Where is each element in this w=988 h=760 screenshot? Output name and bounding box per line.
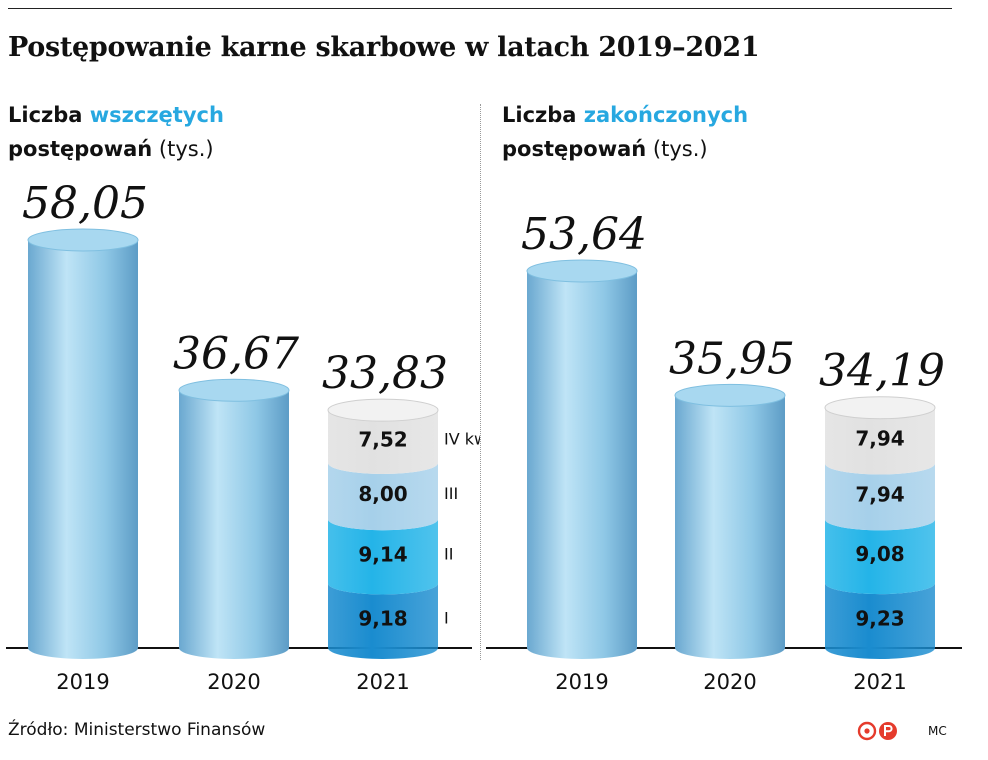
stack-value-label: 9,23	[855, 607, 904, 631]
right-subtitle-pre: Liczba	[502, 103, 584, 127]
category-label-2020: 2020	[703, 670, 756, 694]
quarter-label: IV kw.	[444, 430, 480, 449]
source-note: Źródło: Ministerstwo Finansów	[8, 720, 266, 740]
value-label-2020: 35,95	[669, 333, 795, 384]
quarter-label: III	[444, 484, 458, 503]
value-label-2021: 33,83	[322, 348, 448, 399]
quarter-label: II	[444, 544, 453, 563]
bar-2020	[179, 390, 289, 659]
category-label-2020: 2020	[207, 670, 260, 694]
stack-segment-3	[328, 463, 438, 531]
right-subtitle-line2: postępowań	[502, 137, 647, 161]
right-chart: 53,64 2019 35,95 2020 9,23 9,08 7,94 7,94 34,19 2…	[486, 209, 962, 694]
chart-divider	[480, 104, 481, 660]
left-subtitle-pre: Liczba	[8, 103, 90, 127]
stack-value-label: 7,94	[855, 482, 904, 506]
stack-segment-1	[825, 583, 935, 659]
left-subtitle-highlight: wszczętych	[89, 103, 224, 127]
quarter-label: I	[444, 609, 449, 628]
bar-top-2020	[178, 378, 290, 402]
category-label-2019: 2019	[56, 670, 109, 694]
right-chart-subtitle: Liczba zakończonych postępowań (tys.)	[502, 98, 748, 166]
bar-top-2019	[27, 228, 139, 252]
stack-value-label: 9,18	[358, 607, 407, 631]
left-subtitle-unit: (tys.)	[158, 137, 214, 161]
bar-top-2020	[674, 383, 786, 407]
top-rule	[8, 8, 952, 9]
bar-top-2021	[327, 398, 439, 422]
bar-2019	[527, 270, 637, 659]
value-label-2019: 53,64	[521, 209, 647, 260]
category-label-2021: 2021	[356, 670, 409, 694]
bar-2019	[28, 240, 138, 659]
stack-value-label: 9,14	[358, 542, 407, 566]
stack-value-label: 7,94	[855, 427, 904, 451]
left-subtitle-line2: postępowań	[8, 137, 153, 161]
category-label-2021: 2021	[853, 670, 906, 694]
right-subtitle-unit: (tys.)	[652, 137, 708, 161]
value-label-2020: 36,67	[173, 328, 299, 379]
stack-segment-2	[328, 519, 438, 595]
stack-segment-4	[328, 410, 438, 475]
value-label-2019: 58,05	[22, 178, 148, 229]
category-label-2019: 2019	[555, 670, 608, 694]
value-label-2021: 34,19	[819, 346, 945, 397]
left-chart: 58,05 2019 36,67 2020 9,18 I 9,14 II 8,00 III 7,52…	[6, 178, 480, 694]
left-chart-subtitle: Liczba wszczętych postępowań (tys.)	[8, 98, 224, 166]
author-credit: MC	[928, 724, 947, 738]
stack-segment-4	[825, 407, 935, 475]
stack-value-label: 9,08	[855, 542, 904, 566]
bar-2020	[675, 395, 785, 659]
stack-segment-1	[328, 583, 438, 659]
stack-segment-2	[825, 519, 935, 595]
stack-segment-3	[825, 463, 935, 531]
bar-top-2019	[526, 259, 638, 283]
stack-value-label: 8,00	[358, 482, 407, 506]
stack-value-label: 7,52	[358, 428, 407, 452]
chart-title: Postępowanie karne skarbowe w latach 201…	[8, 32, 760, 63]
cp-logo-icon	[857, 721, 897, 741]
bar-top-2021	[824, 396, 936, 420]
right-subtitle-highlight: zakończonych	[583, 103, 749, 127]
